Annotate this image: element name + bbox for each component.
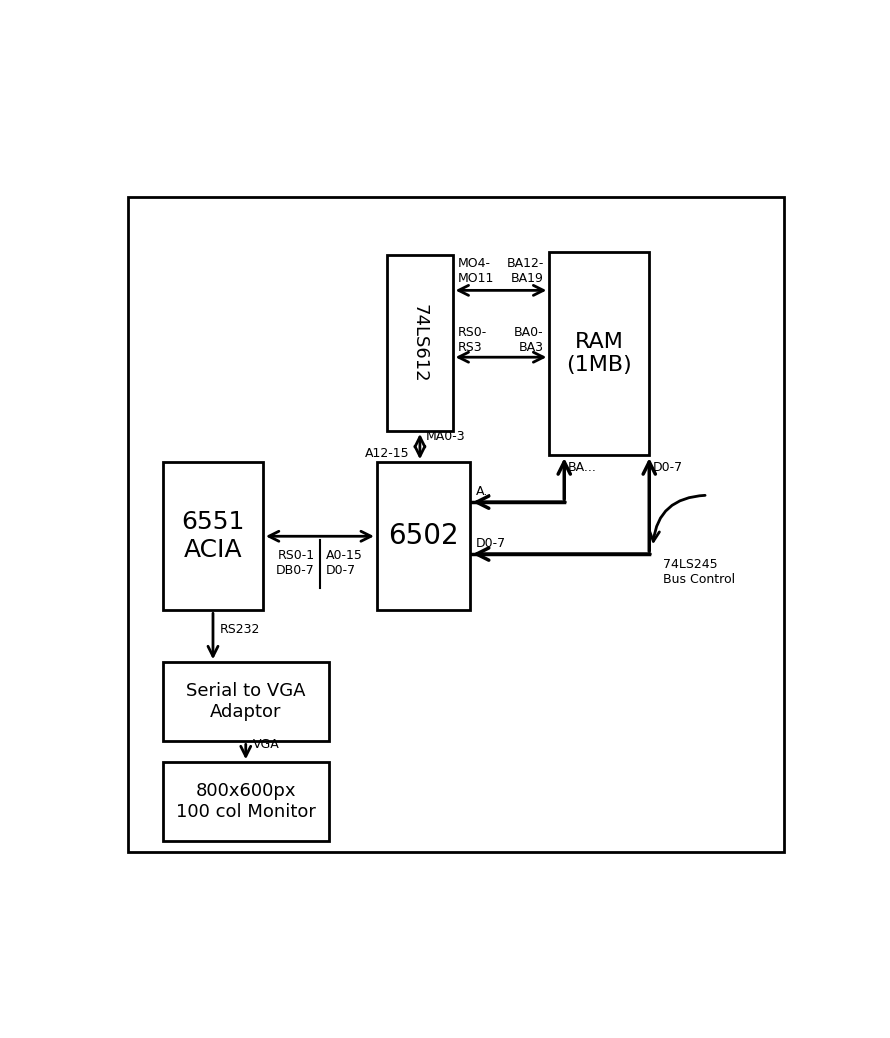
- Text: MA0-3: MA0-3: [425, 430, 465, 443]
- Text: RS0-1
DB0-7: RS0-1 DB0-7: [276, 549, 314, 577]
- Text: BA0-
BA3: BA0- BA3: [514, 326, 544, 354]
- Text: 6502: 6502: [388, 522, 458, 550]
- Text: A12-15: A12-15: [365, 447, 409, 460]
- Text: 74LS245
Bus Control: 74LS245 Bus Control: [663, 557, 735, 585]
- Text: RS232: RS232: [220, 623, 260, 636]
- Text: D0-7: D0-7: [652, 461, 683, 473]
- Text: 800x600px
100 col Monitor: 800x600px 100 col Monitor: [176, 783, 316, 821]
- FancyBboxPatch shape: [163, 462, 263, 610]
- FancyBboxPatch shape: [549, 252, 650, 456]
- Text: Serial to VGA
Adaptor: Serial to VGA Adaptor: [186, 682, 305, 721]
- FancyBboxPatch shape: [163, 762, 328, 842]
- Text: A0-15
D0-7: A0-15 D0-7: [326, 549, 362, 577]
- Text: 6551
ACIA: 6551 ACIA: [182, 511, 245, 563]
- FancyBboxPatch shape: [163, 662, 328, 741]
- Text: D0-7: D0-7: [475, 537, 506, 550]
- Text: MO4-
MO11: MO4- MO11: [458, 256, 495, 284]
- Text: A..: A..: [475, 485, 491, 498]
- Text: RS0-
RS3: RS0- RS3: [458, 326, 488, 354]
- FancyBboxPatch shape: [128, 196, 784, 852]
- Text: 74LS612: 74LS612: [411, 304, 429, 382]
- Text: BA12-
BA19: BA12- BA19: [506, 256, 544, 284]
- FancyBboxPatch shape: [376, 462, 470, 610]
- Text: RAM
(1MB): RAM (1MB): [566, 332, 632, 375]
- Text: VGA: VGA: [253, 738, 279, 752]
- FancyBboxPatch shape: [387, 255, 453, 431]
- Text: BA...: BA...: [568, 461, 596, 473]
